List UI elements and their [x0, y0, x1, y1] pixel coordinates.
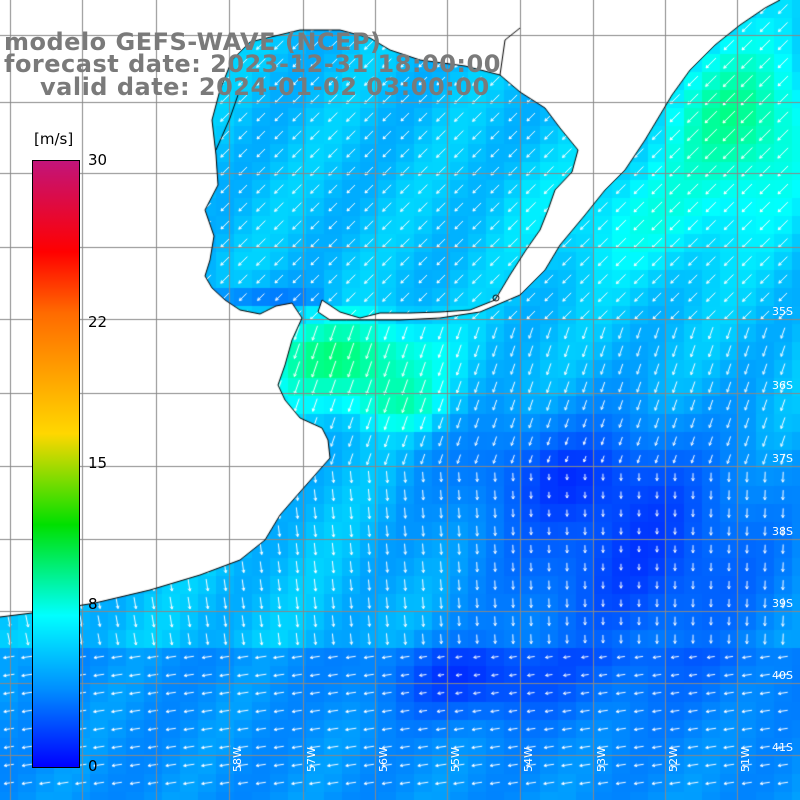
- longitude-label: 53W: [595, 747, 608, 772]
- colorbar-tick-label: 0: [88, 757, 98, 775]
- forecast-date: forecast date: 2023-12-31 18:00:00: [4, 50, 501, 78]
- colorbar-unit: [m/s]: [34, 130, 74, 148]
- longitude-label: 57W: [305, 747, 318, 772]
- colorbar: [32, 160, 80, 768]
- latitude-label: 39S: [772, 597, 793, 610]
- latitude-label: 35S: [772, 305, 793, 318]
- latitude-label: 40S: [772, 669, 793, 682]
- longitude-label: 56W: [377, 747, 390, 772]
- valid-date: valid date: 2024-01-02 03:00:00: [40, 73, 490, 101]
- longitude-label: 52W: [667, 747, 680, 772]
- model-title: modelo GEFS-WAVE (NCEP): [4, 28, 382, 56]
- latitude-label: 41S: [772, 741, 793, 754]
- longitude-label: 54W: [522, 747, 535, 772]
- latitude-label: 38S: [772, 525, 793, 538]
- longitude-label: 58W: [231, 747, 244, 772]
- colorbar-gradient: [33, 161, 79, 767]
- latitude-label: 37S: [772, 452, 793, 465]
- longitude-label: 55W: [449, 747, 462, 772]
- latitude-label: 36S: [772, 379, 793, 392]
- longitude-label: 51W: [739, 747, 752, 772]
- colorbar-tick-label: 22: [88, 312, 108, 331]
- colorbar-tick-label: 30: [88, 151, 108, 169]
- colorbar-tick-label: 8: [88, 595, 98, 614]
- colorbar-tick-label: 15: [88, 454, 108, 472]
